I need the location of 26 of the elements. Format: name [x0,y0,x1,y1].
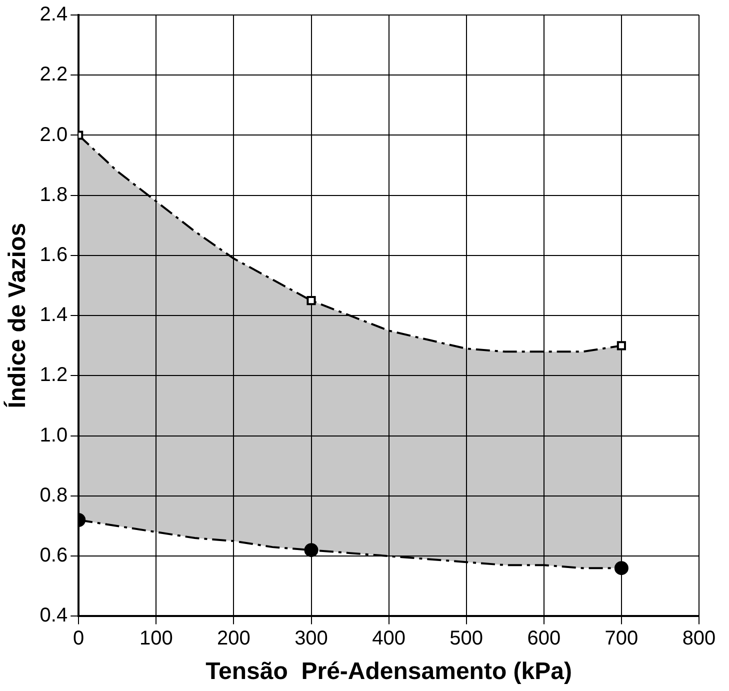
x-tick-label: 700 [604,628,638,650]
y-tick-label: 1.4 [40,304,68,326]
x-tick-label: 400 [372,628,406,650]
point [616,341,626,350]
x-tick-label: 600 [527,628,561,650]
y-tick-label: 0.4 [40,604,68,627]
x-tick-label: 0 [73,628,84,650]
x-axis-title: Tensão Pré-Adensamento (kPa) [206,658,572,686]
y-tick-label: 0.8 [40,484,68,506]
point [304,543,318,558]
y-tick-label: 0.6 [40,544,68,567]
y-tick-label: 1.6 [40,244,68,266]
y-axis-title: Índice de Vazios [3,222,32,408]
y-tick-label: 2.2 [40,64,68,86]
y-tick-label: 1.2 [40,364,68,386]
x-tick-label: 100 [139,628,173,650]
y-tick-label: 2.4 [40,4,68,26]
point [614,561,628,576]
y-tick-label: 1.8 [40,184,68,206]
x-tick-label: 500 [450,628,484,650]
x-tick-label: 800 [682,628,716,650]
y-tick-label: 2.0 [40,124,68,146]
x-tick-label: 300 [294,628,328,650]
y-tick-label: 1.0 [40,424,68,446]
point [306,296,316,306]
x-tick-label: 200 [217,628,250,650]
